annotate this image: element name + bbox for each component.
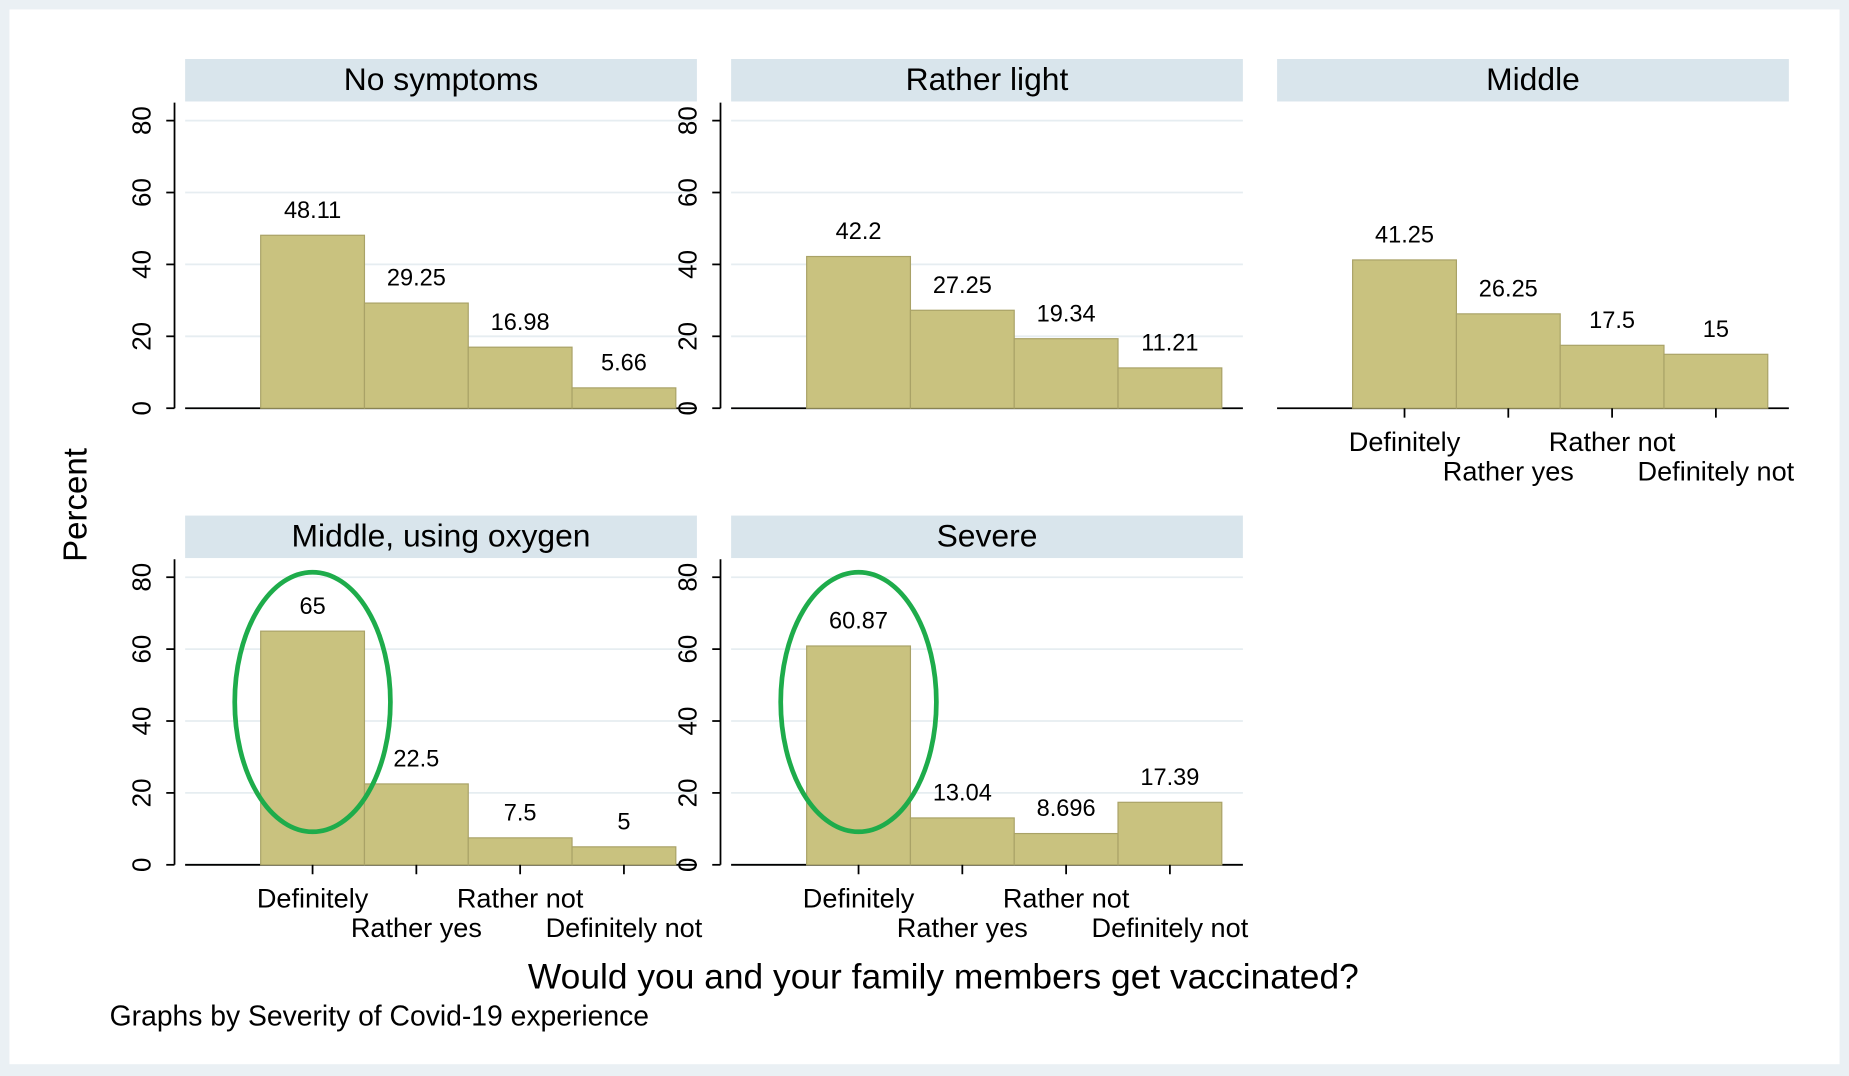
x-tick-label: Rather not [1549,426,1676,457]
bar [571,846,677,866]
y-tick-label: 80 [675,106,703,135]
y-tick-label: 80 [129,563,157,592]
panel-strip [1277,58,1789,102]
y-tick-label: 60 [129,635,157,664]
bar [1559,344,1665,409]
value-label: 7.5 [504,799,537,825]
bar [909,309,1015,409]
bar [1013,832,1119,866]
bar [260,234,366,409]
y-tick-label: 20 [129,778,157,807]
bar [571,387,677,409]
value-label: 26.25 [1479,275,1538,301]
bar [1663,353,1769,409]
value-label: 19.34 [1037,300,1096,326]
y-tick-label: 0 [675,401,703,415]
y-axis-label: Percent [57,448,94,562]
value-label: 16.98 [491,309,550,335]
highlight-ellipse [232,569,393,835]
value-label: 8.696 [1037,795,1096,821]
panel-title: Rather light [906,61,1069,97]
bar [1455,313,1561,409]
value-label: 29.25 [387,265,446,291]
bar [260,630,366,866]
y-tick-label: 40 [675,250,703,279]
panel-title: Middle, using oxygen [292,517,591,553]
y-tick-label: 60 [675,178,703,207]
y-tick-label: 20 [675,322,703,351]
x-tick-label: Definitely not [546,912,703,943]
value-label: 60.87 [829,608,888,634]
value-label: 5.66 [601,350,647,376]
x-tick-label: Rather yes [351,912,482,943]
value-label: 5 [617,808,630,834]
bar [806,255,912,409]
y-tick-label: 0 [675,858,703,872]
panel-strip [731,58,1243,102]
y-tick-label: 40 [675,707,703,736]
y-tick-label: 20 [129,322,157,351]
value-label: 48.11 [284,197,341,223]
bar [1117,367,1223,409]
x-tick-label: Rather yes [1443,455,1574,486]
bar [1352,259,1457,409]
highlight-ellipse [778,569,939,835]
x-tick-label: Definitely [803,882,915,913]
value-label: 15 [1703,316,1729,342]
bar [467,837,573,866]
bar [467,346,573,409]
bar [363,302,469,409]
value-label: 27.25 [933,272,992,298]
panel-title: Middle [1486,61,1580,97]
x-tick-label: Rather not [457,882,584,913]
y-tick-label: 60 [675,635,703,664]
value-label: 65 [299,593,325,619]
bar [1013,338,1119,409]
value-label: 17.5 [1589,307,1635,333]
value-label: 17.39 [1140,764,1199,790]
panel-strip [185,58,697,102]
bar [806,645,912,866]
x-tick-label: Definitely [1349,426,1461,457]
bar [363,783,469,866]
x-tick-label: Definitely not [1638,455,1795,486]
y-tick-label: 40 [129,707,157,736]
y-tick-label: 0 [129,858,157,872]
y-tick-label: 80 [675,563,703,592]
value-label: 41.25 [1375,222,1434,248]
panel-title: Severe [937,517,1038,553]
panel-title: No symptoms [344,61,538,97]
x-axis-label: Would you and your family members get va… [528,958,1359,997]
y-tick-label: 60 [129,178,157,207]
value-label: 13.04 [933,780,992,806]
y-tick-label: 20 [675,778,703,807]
y-tick-label: 0 [129,401,157,415]
x-tick-label: Definitely not [1092,912,1249,943]
value-label: 11.21 [1141,330,1198,356]
x-tick-label: Rather not [1003,882,1130,913]
value-label: 42.2 [836,218,882,244]
y-tick-label: 80 [129,106,157,135]
bar [909,817,1015,866]
panel-strip [185,515,697,559]
x-tick-label: Rather yes [897,912,1028,943]
bar [1117,801,1223,866]
panel-strip [731,515,1243,559]
note: Graphs by Severity of Covid-19 experienc… [110,1000,649,1032]
value-label: 22.5 [393,746,439,772]
y-tick-label: 40 [129,250,157,279]
x-tick-label: Definitely [257,882,369,913]
